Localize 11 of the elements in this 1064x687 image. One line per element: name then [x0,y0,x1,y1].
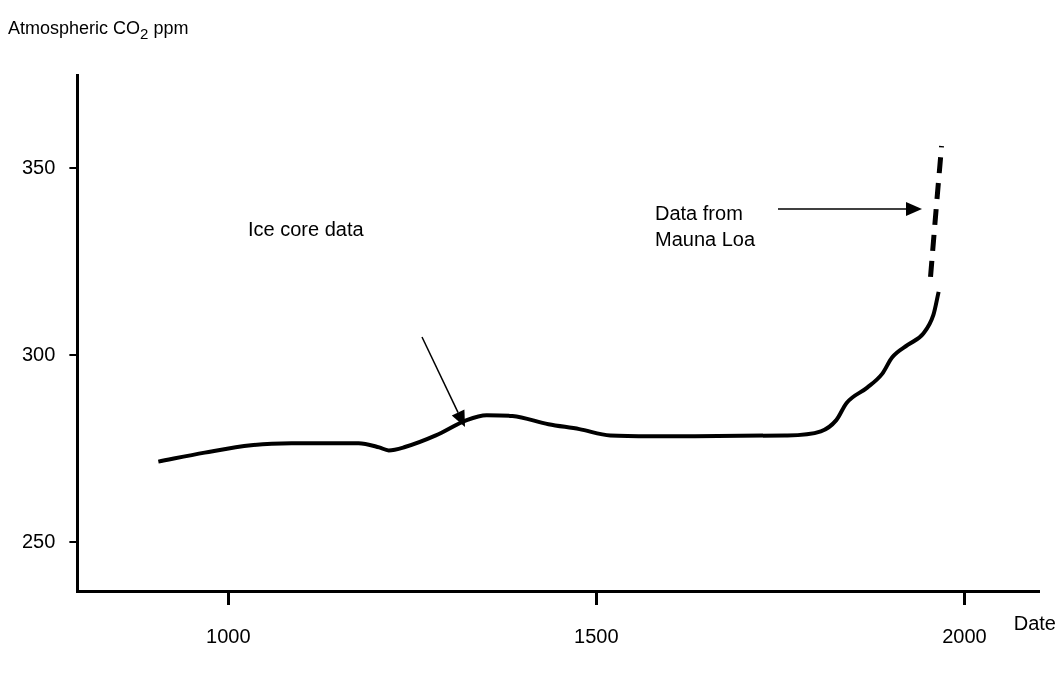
y-tick-label: 250 [21,529,56,552]
y-axis-title: Atmospheric CO$_{2}$ ppm [8,18,189,42]
annotation: Ice core data [248,217,364,242]
x-tick-label: 1000 [206,624,251,647]
line-series [156,289,941,464]
x-axis-title: Date [1013,612,1056,635]
y-tick-label: 300 [21,342,56,365]
y-tick-label: 350 [21,155,56,178]
x-tick-label: 1500 [574,624,619,647]
x-tick-label: 2000 [942,624,987,647]
annotation: Data from Mauna Loa [655,201,756,252]
